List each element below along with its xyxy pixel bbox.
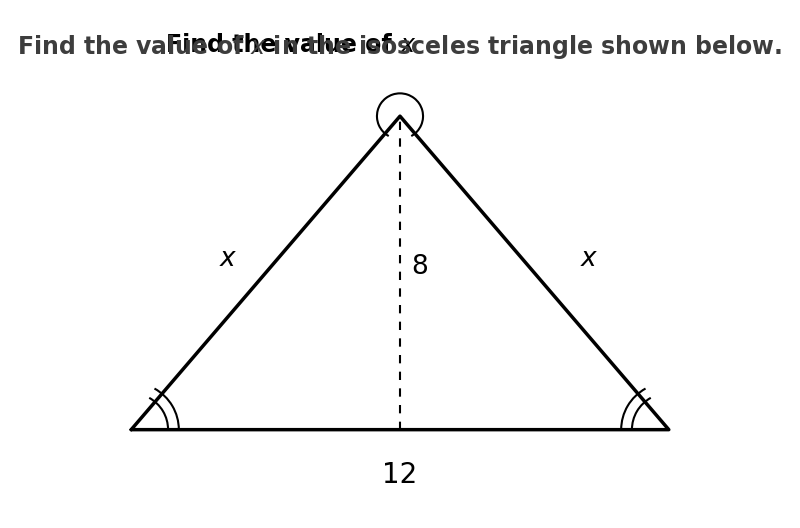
Text: $x$: $x$ bbox=[400, 33, 417, 58]
Text: Find the value of: Find the value of bbox=[166, 33, 400, 58]
Text: x: x bbox=[219, 246, 235, 272]
Text: x: x bbox=[580, 246, 596, 272]
Text: 12: 12 bbox=[382, 461, 418, 489]
Text: Find the value of $x$ in the isosceles triangle shown below.: Find the value of $x$ in the isosceles t… bbox=[18, 33, 782, 61]
Text: 8: 8 bbox=[411, 253, 428, 280]
